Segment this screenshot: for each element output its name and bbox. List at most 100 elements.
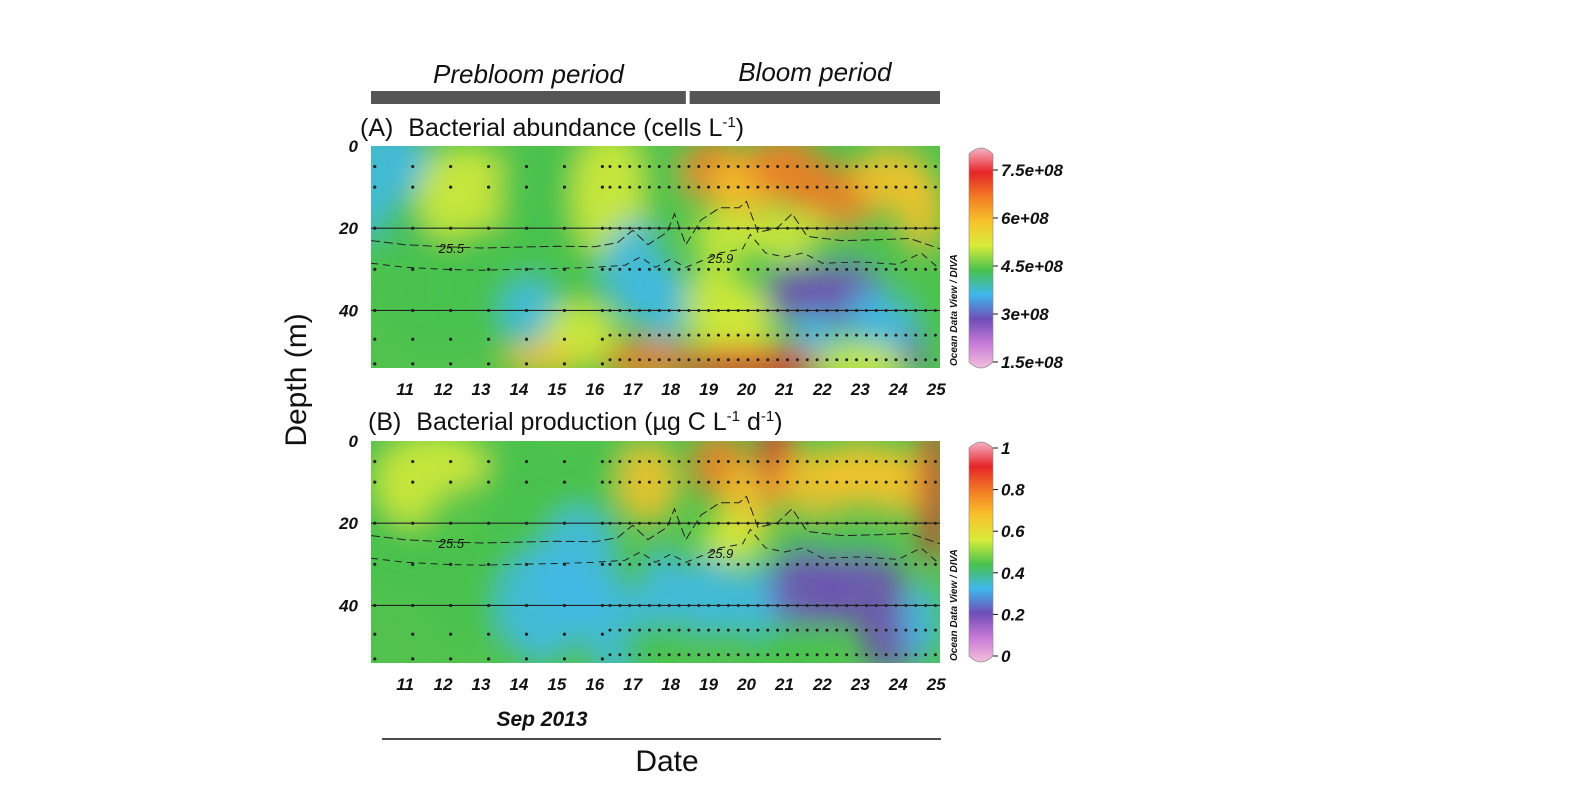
panel-a-letter: (A) [360,114,393,142]
panel-a-title: (A) Bacterial abundance (cells L-1) [360,114,744,142]
station-dot [677,333,681,337]
station-dot [600,267,604,271]
heatmap-cell [867,449,929,515]
station-dot [726,603,730,607]
x-axis-label: Date [635,745,698,778]
station-dot [449,603,453,608]
station-dot [756,226,760,230]
station-dot [815,480,819,484]
colorbar-b: 1 0.8 0.6 0.4 0.2 0 [968,439,1025,666]
x-tick-label: 14 [509,380,528,399]
station-dot [864,185,868,189]
station-dot [805,333,809,337]
heatmap-cell [845,285,906,352]
station-dot [835,333,839,337]
station-dot [884,653,888,657]
station-dot [924,226,928,230]
station-dot [795,603,799,607]
station-dot [707,185,711,189]
station-dot [736,226,740,230]
station-dot [647,333,651,337]
station-dot [884,333,888,337]
station-dot [486,226,491,230]
station-dot [786,562,790,566]
station-dot [657,333,661,337]
station-dot [746,521,750,525]
station-dot [687,562,691,566]
station-dot [411,308,415,313]
station-dot [657,562,661,566]
panel-b: (B) Bacterial production (µg C L-1 d-1) … [338,408,1025,694]
station-dot [373,480,377,484]
station-dot [914,460,918,464]
station-dot [628,226,632,230]
station-dot [933,358,937,362]
station-dot [726,562,730,566]
station-dot [864,226,868,230]
station-dot [805,562,809,566]
station-dot [677,165,681,169]
station-dot [524,226,529,230]
station-dot [805,226,809,230]
station-dot [697,226,701,230]
station-dot [726,358,730,362]
station-dot [608,165,612,169]
station-dot [855,267,859,271]
station-dot [667,165,671,169]
station-dot [373,226,377,230]
station-dot [855,628,859,632]
station-dot [786,185,790,189]
station-dot [687,185,691,189]
station-dot [914,521,918,525]
station-dot [608,185,612,189]
station-dot [486,308,491,313]
isopycnal-upper [371,200,940,250]
station-dot [756,267,760,271]
station-dot [756,603,760,607]
station-dot [825,480,829,484]
station-dot [786,308,790,312]
station-dot [914,185,918,189]
station-dot [776,628,780,632]
station-dot [933,308,937,312]
station-dot [924,358,928,362]
y-ticks-a: 0 20 40 [338,137,358,320]
station-dot [776,308,780,312]
station-dot [805,308,809,312]
station-dot [667,308,671,312]
station-dot [697,358,701,362]
station-dot [687,521,691,525]
station-dot [845,226,849,230]
station-dot [373,459,377,464]
station-dot [373,185,377,189]
station-dot [756,480,760,484]
station-dot [716,165,720,169]
station-dot [657,521,661,525]
station-dot [805,480,809,484]
station-dot [924,653,928,657]
station-dot [667,628,671,632]
station-dot [874,308,878,312]
station-dot [667,562,671,566]
station-dot [815,226,819,230]
heatmap-cell [678,556,739,639]
station-dot [756,165,760,169]
station-dot [618,460,622,464]
station-dot [736,460,740,464]
station-dot [766,628,770,632]
station-dot [766,333,770,337]
period-label-bloom: Bloom period [738,57,893,87]
station-dot [904,603,908,607]
station-dot [667,653,671,657]
station-dot [608,653,612,657]
station-dot [638,333,642,337]
station-dot [845,165,849,169]
station-dot [786,267,790,271]
station-dot [600,459,604,464]
station-dot [524,562,529,566]
period-bar-bloom [689,91,940,104]
station-dot [894,628,898,632]
heatmap-cell [503,343,580,368]
station-dot [746,267,750,271]
station-dot [716,562,720,566]
